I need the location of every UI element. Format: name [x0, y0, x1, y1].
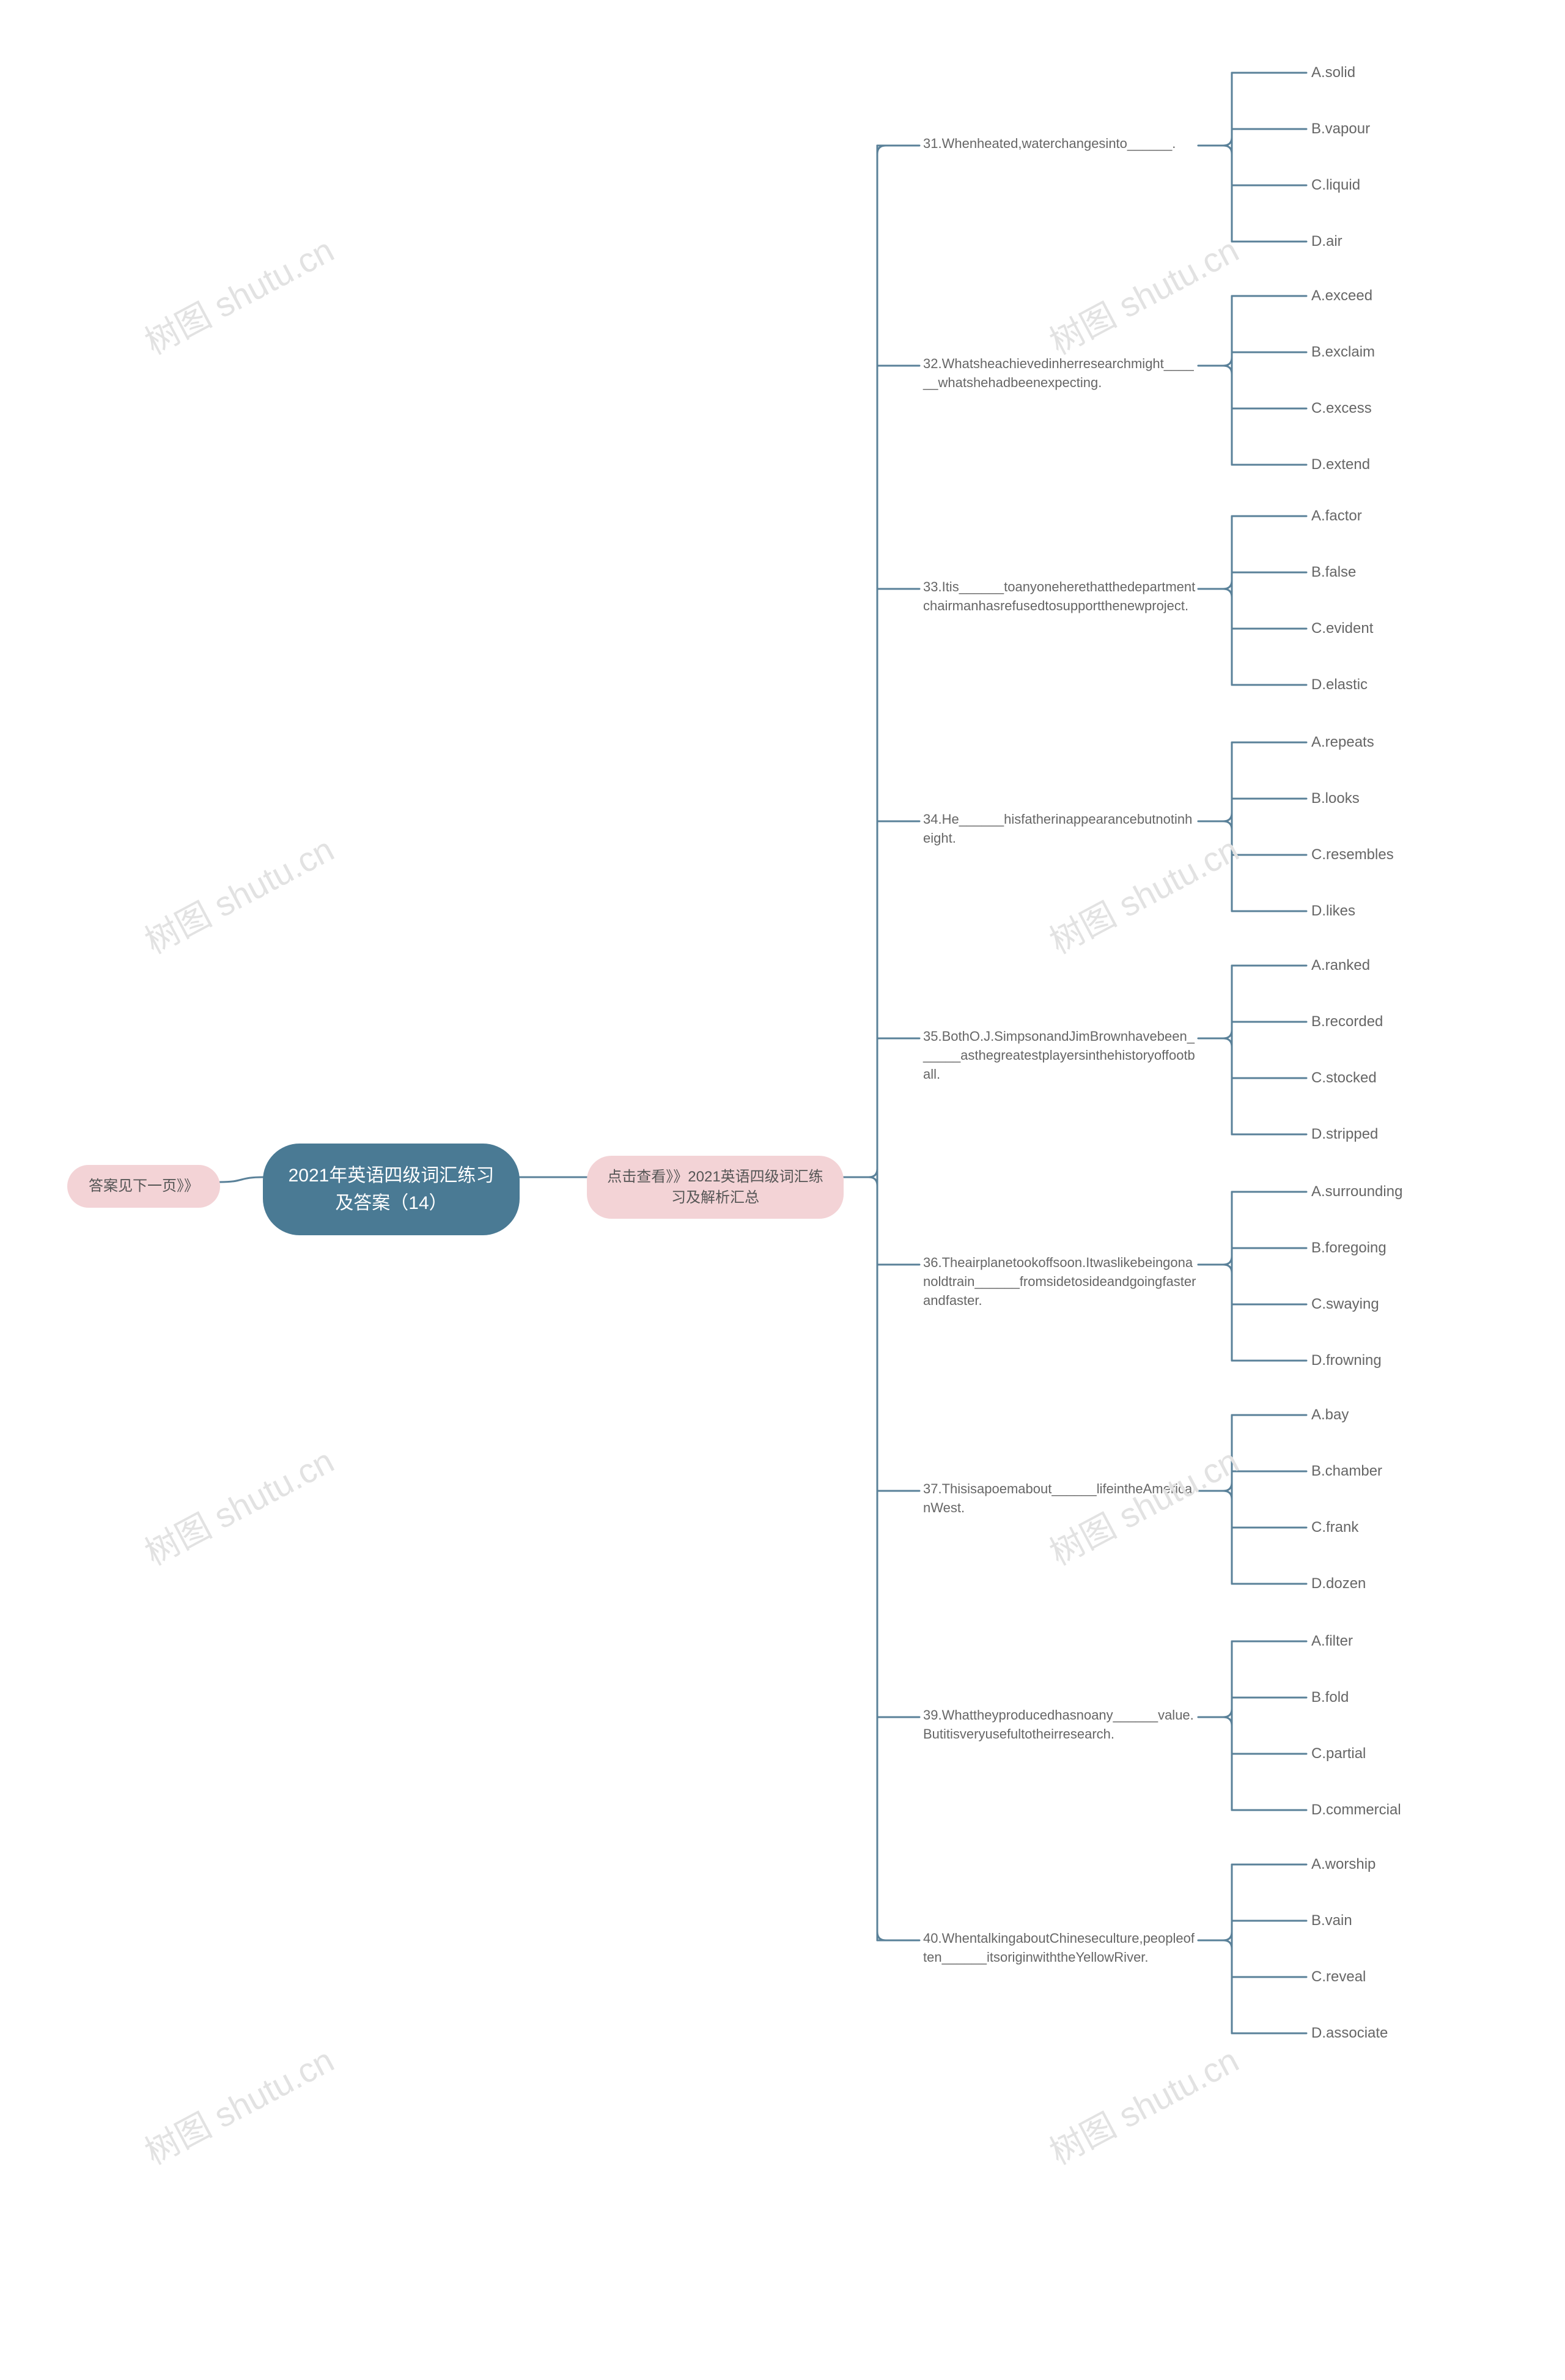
- option-node: B.exclaim: [1311, 344, 1375, 361]
- option-node: C.frank: [1311, 1519, 1358, 1536]
- option-node: D.frowning: [1311, 1352, 1382, 1369]
- question-node: 36.Theairplanetookoffsoon.Itwaslikebeing…: [923, 1254, 1198, 1310]
- option-node: B.vapour: [1311, 120, 1370, 138]
- option-node: D.elastic: [1311, 676, 1368, 693]
- option-node: D.dozen: [1311, 1575, 1366, 1592]
- option-node: C.excess: [1311, 400, 1372, 417]
- question-node: 31.Whenheated,waterchangesinto______.: [923, 135, 1198, 153]
- option-node: B.looks: [1311, 790, 1360, 807]
- option-node: A.ranked: [1311, 957, 1370, 974]
- option-node: A.filter: [1311, 1633, 1353, 1650]
- watermark: 树图 shutu.cn: [135, 2033, 342, 2175]
- option-node: B.foregoing: [1311, 1240, 1386, 1257]
- question-node: 34.He______hisfatherinappearancebutnotin…: [923, 810, 1198, 848]
- option-node: D.commercial: [1311, 1802, 1401, 1819]
- option-node: A.exceed: [1311, 287, 1372, 305]
- option-node: B.fold: [1311, 1689, 1349, 1706]
- option-node: C.swaying: [1311, 1296, 1379, 1313]
- option-node: C.stocked: [1311, 1070, 1377, 1087]
- option-node: D.associate: [1311, 2025, 1388, 2042]
- left-pill-node: 答案见下一页》》: [67, 1165, 220, 1208]
- watermark: 树图 shutu.cn: [135, 223, 342, 364]
- option-node: D.extend: [1311, 456, 1370, 473]
- question-node: 32.Whatsheachievedinherresearchmight____…: [923, 355, 1198, 393]
- option-node: C.reveal: [1311, 1968, 1366, 1986]
- option-node: A.factor: [1311, 508, 1362, 525]
- option-node: D.air: [1311, 233, 1342, 250]
- right-pill-node: 点击查看》》2021英语四级词汇练习及解析汇总: [587, 1156, 844, 1219]
- question-node: 35.BothO.J.SimpsonandJimBrownhavebeen___…: [923, 1027, 1198, 1084]
- option-node: D.stripped: [1311, 1126, 1378, 1143]
- option-node: B.chamber: [1311, 1463, 1382, 1480]
- option-node: C.liquid: [1311, 177, 1360, 194]
- option-node: C.partial: [1311, 1745, 1366, 1762]
- question-node: 37.Thisisapoemabout______lifeintheAmeric…: [923, 1480, 1198, 1518]
- watermark: 树图 shutu.cn: [135, 822, 342, 964]
- option-node: C.resembles: [1311, 846, 1394, 863]
- watermark: 树图 shutu.cn: [1040, 223, 1246, 364]
- option-node: A.worship: [1311, 1856, 1375, 1873]
- option-node: B.false: [1311, 564, 1356, 581]
- option-node: D.likes: [1311, 903, 1355, 920]
- option-node: C.evident: [1311, 620, 1373, 637]
- watermark: 树图 shutu.cn: [1040, 2033, 1246, 2175]
- option-node: A.bay: [1311, 1406, 1349, 1424]
- option-node: B.recorded: [1311, 1013, 1383, 1030]
- option-node: A.surrounding: [1311, 1183, 1402, 1200]
- question-node: 33.Itis______toanyoneherethatthedepartme…: [923, 578, 1198, 616]
- question-node: 39.Whattheyproducedhasnoany______value.B…: [923, 1706, 1198, 1744]
- question-node: 40.WhentalkingaboutChineseculture,people…: [923, 1929, 1198, 1967]
- watermark: 树图 shutu.cn: [135, 1434, 342, 1575]
- option-node: A.repeats: [1311, 734, 1374, 751]
- option-node: B.vain: [1311, 1912, 1352, 1929]
- option-node: A.solid: [1311, 64, 1355, 81]
- root-node: 2021年英语四级词汇练习及答案（14）: [263, 1144, 520, 1235]
